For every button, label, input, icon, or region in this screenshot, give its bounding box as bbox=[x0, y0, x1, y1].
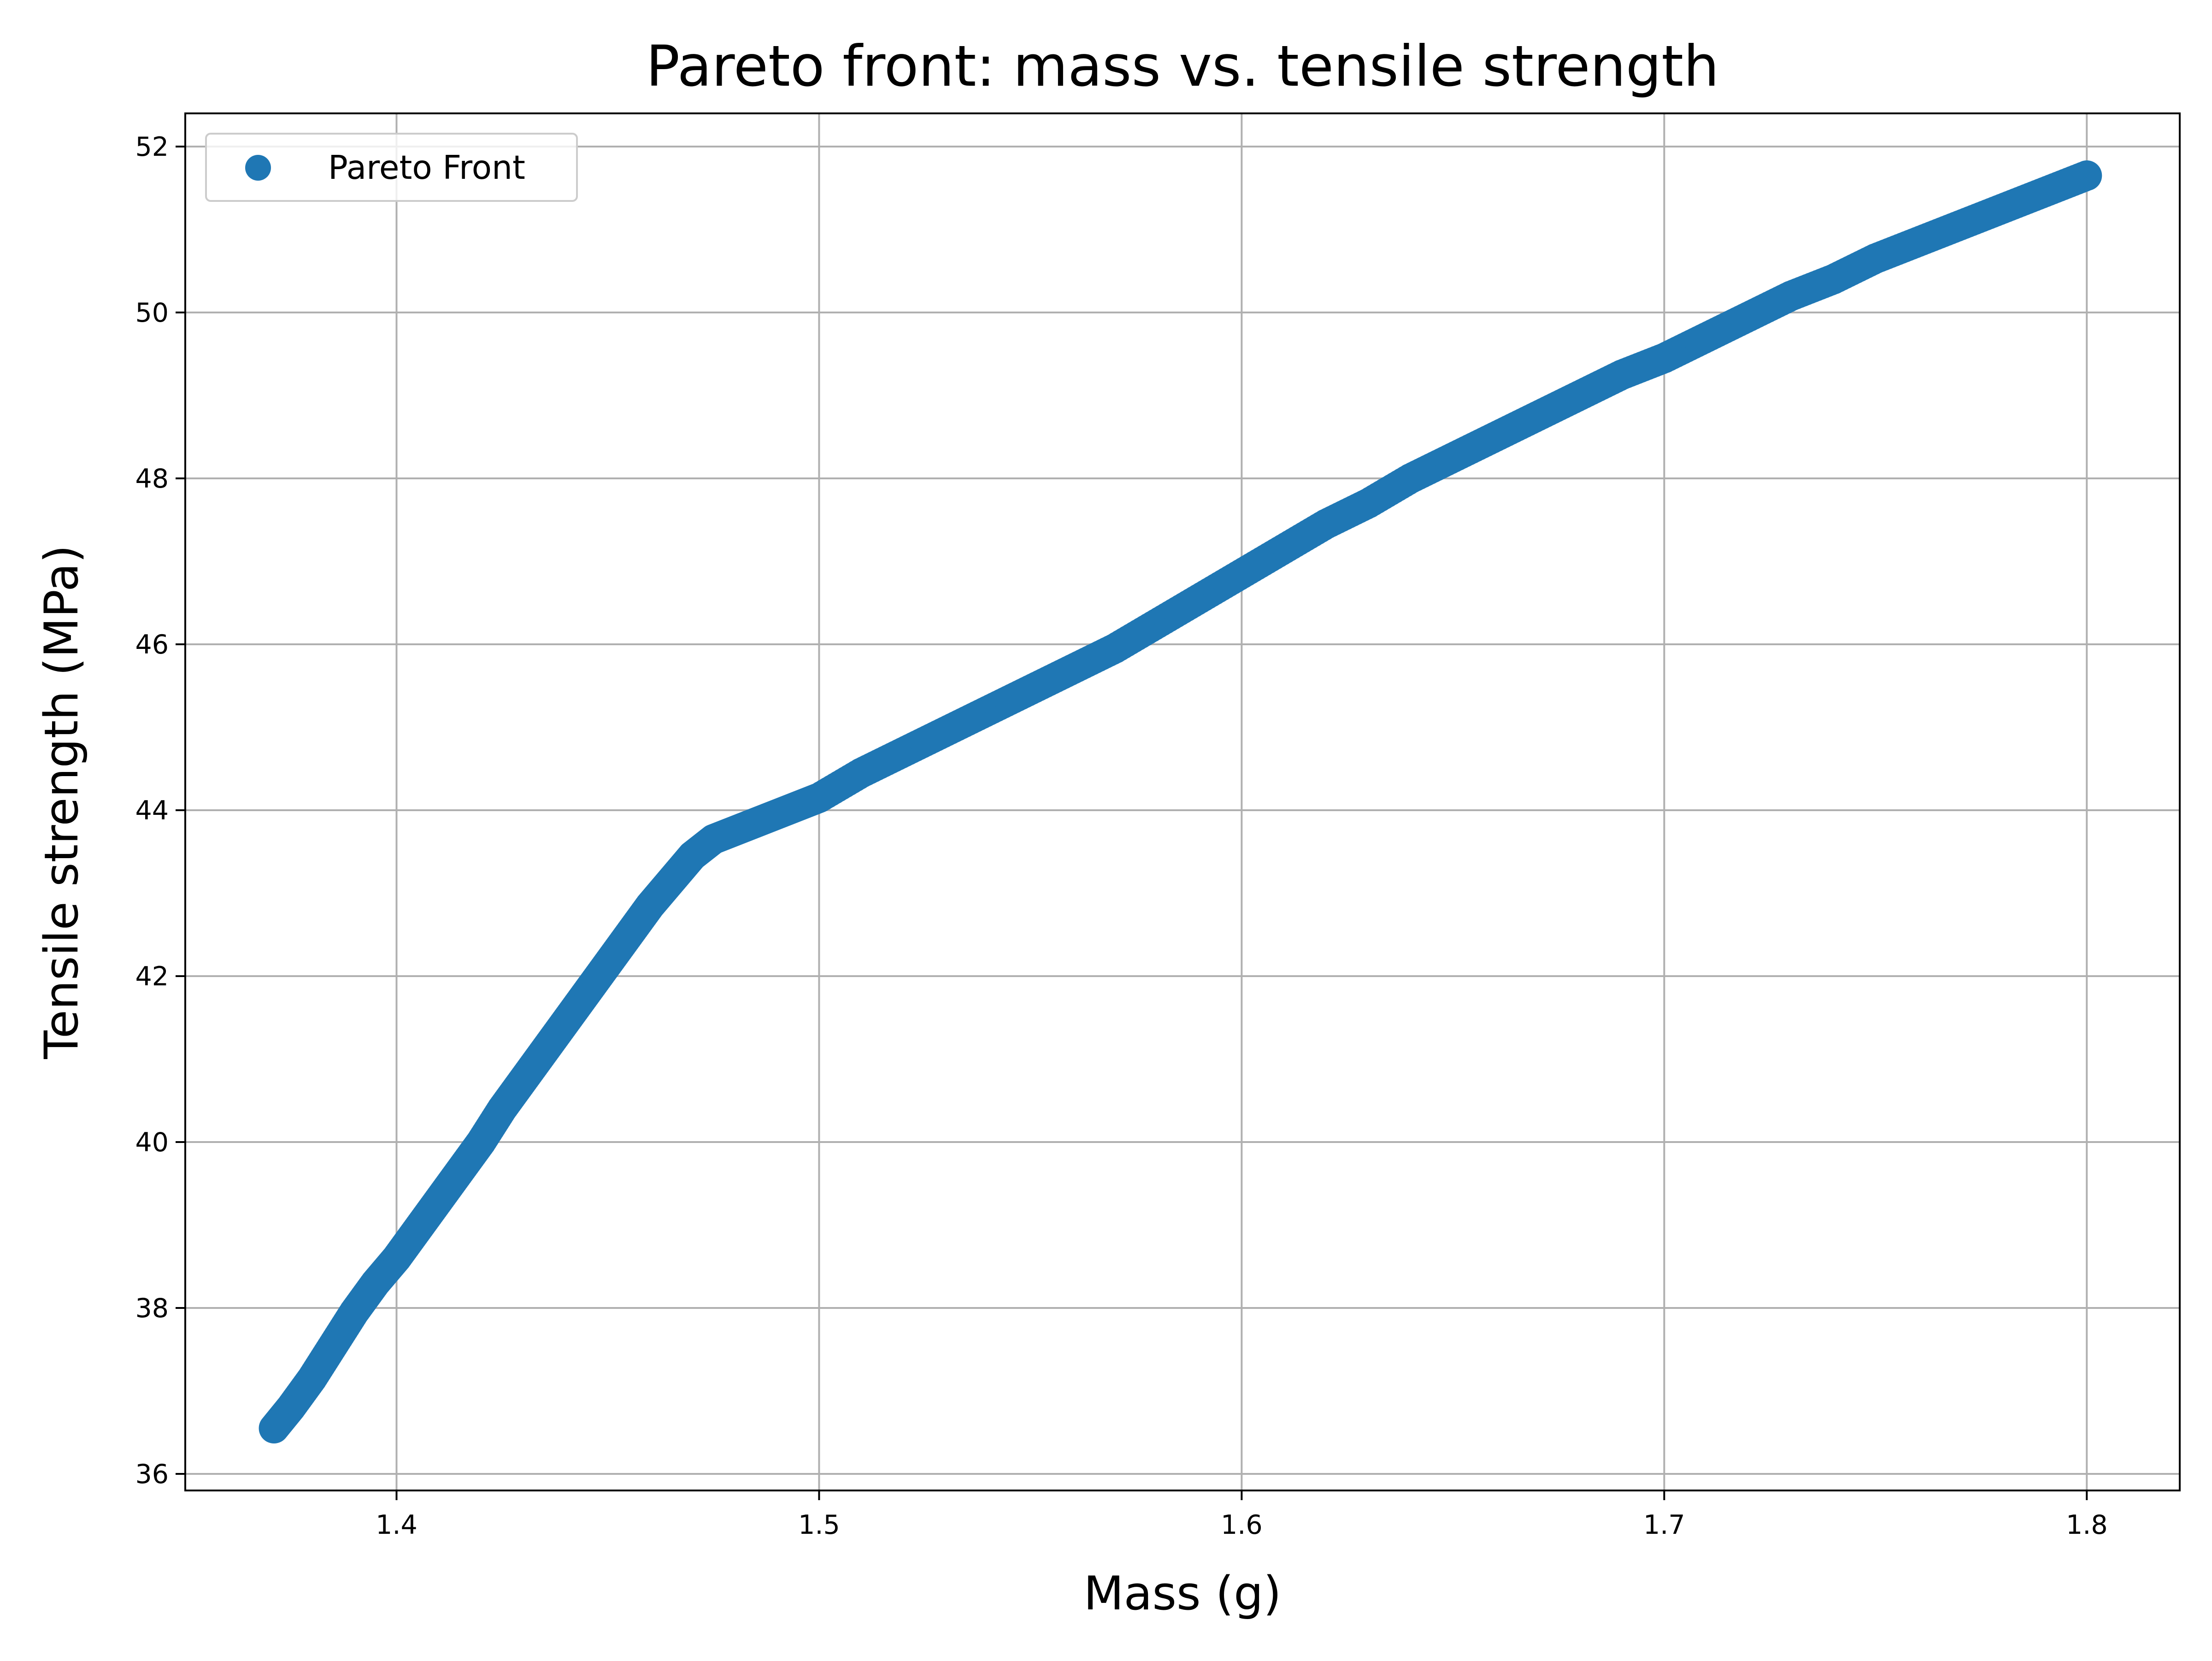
legend-marker bbox=[245, 155, 271, 181]
y-tick-label: 46 bbox=[135, 630, 169, 660]
ticks-layer: 1.4 1.5 1.6 1.7 1.8 36 38 40 42 44 46 48 50 52 bbox=[135, 132, 2107, 1540]
y-axis-title: Tensile strength (MPa) bbox=[34, 545, 88, 1059]
x-axis-title: Mass (g) bbox=[1083, 1566, 1281, 1620]
y-tick-label: 36 bbox=[135, 1459, 169, 1490]
y-tick-label: 50 bbox=[135, 298, 169, 328]
legend-box bbox=[205, 133, 578, 202]
x-tick-label: 1.5 bbox=[798, 1510, 840, 1540]
plot-frame bbox=[184, 112, 2181, 1491]
y-tick-label: 38 bbox=[135, 1293, 169, 1324]
x-tick-label: 1.6 bbox=[1221, 1510, 1263, 1540]
series-pareto-front bbox=[259, 160, 2102, 1443]
y-tick-label: 42 bbox=[135, 961, 169, 992]
x-tick-label: 1.4 bbox=[376, 1510, 418, 1540]
x-tick-label: 1.7 bbox=[1643, 1510, 1685, 1540]
data-point bbox=[2071, 160, 2102, 191]
legend: Pareto Front bbox=[205, 133, 578, 202]
y-tick-label: 52 bbox=[135, 132, 169, 162]
grid-layer bbox=[185, 113, 2180, 1490]
y-tick-label: 44 bbox=[135, 795, 169, 826]
x-tick-label: 1.8 bbox=[2066, 1510, 2108, 1540]
y-tick-label: 48 bbox=[135, 464, 169, 494]
chart-title: Pareto front: mass vs. tensile strength bbox=[646, 34, 1719, 99]
legend-label: Pareto Front bbox=[328, 148, 525, 187]
points-layer bbox=[259, 160, 2102, 1443]
y-tick-label: 40 bbox=[135, 1127, 169, 1158]
